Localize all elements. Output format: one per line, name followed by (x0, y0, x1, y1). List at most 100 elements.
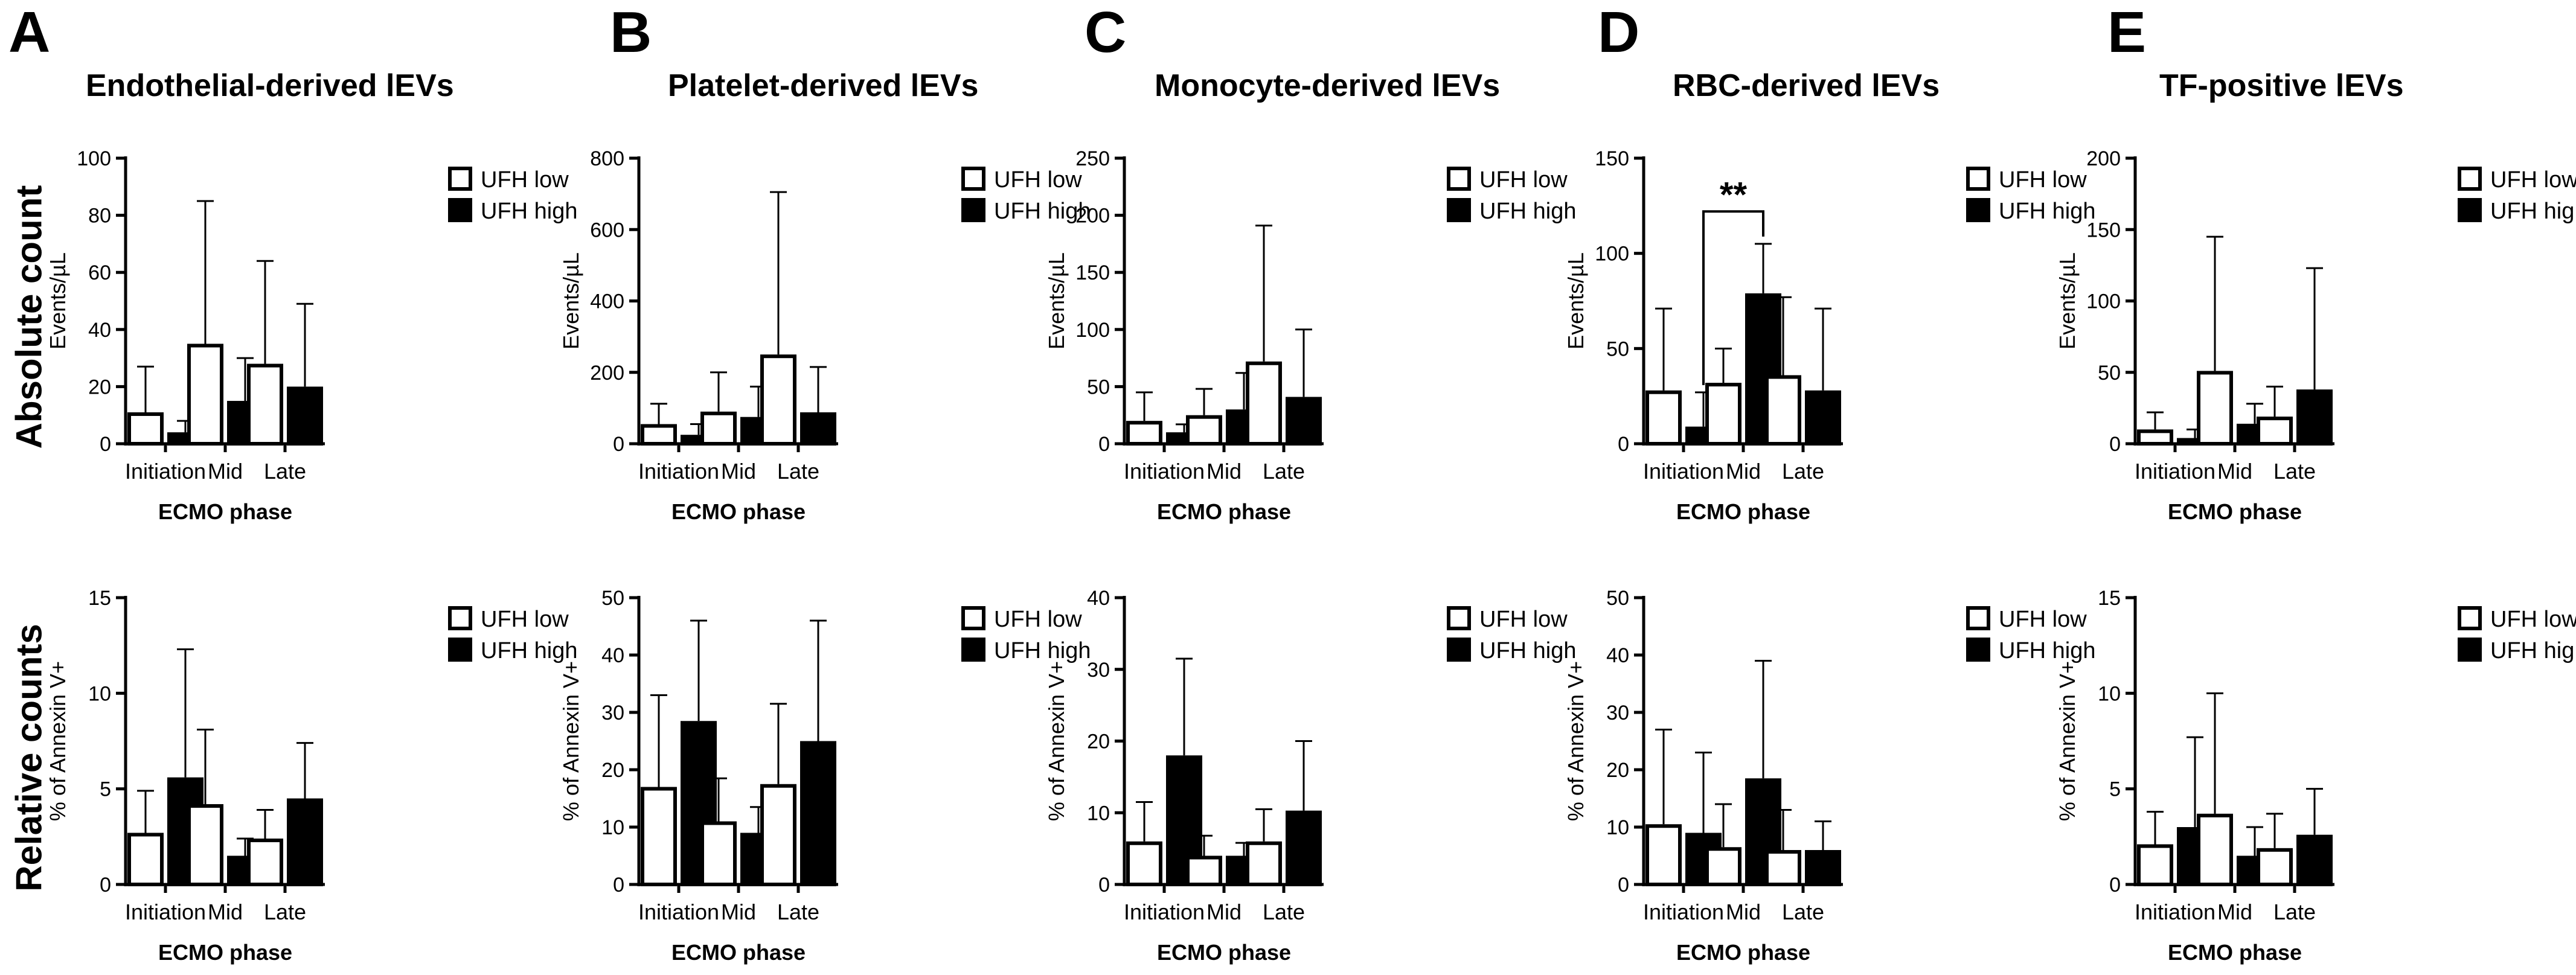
panel-b-absolute-legend-label: UFH high (994, 199, 1091, 224)
panel-a-absolute-legend-label: UFH high (481, 199, 578, 224)
panel-b-absolute-bar-ufh-low-initiation (641, 424, 677, 446)
panel-e-absolute-legend-swatch-ufh-low (2458, 167, 2482, 191)
panel-d-absolute-x-label: ECMO phase (1676, 499, 1810, 524)
panel-d-relative-bar-ufh-low-mid (1705, 847, 1741, 886)
panel-b-absolute-bar-ufh-low-mid (700, 411, 737, 446)
panel-b-relative-x-tick-label: Late (777, 900, 819, 924)
panel-e-absolute-x-label: ECMO phase (2168, 499, 2302, 524)
panel-d-relative-x-tick-label: Late (1782, 900, 1824, 924)
panel-c-absolute-y-tick-label: 150 (1075, 261, 1110, 284)
panel-c-relative-y-tick-label: 20 (1087, 730, 1110, 753)
panel-c-relative-bar-ufh-low-initiation (1126, 841, 1162, 886)
panel-d-relative-y-tick-label: 10 (1606, 816, 1629, 839)
panel-d-relative-y-tick-label: 20 (1606, 759, 1629, 782)
panel-e-relative-legend-swatch-ufh-high (2458, 638, 2482, 662)
panel-a-relative-x-label: ECMO phase (158, 940, 292, 965)
panel-c-absolute-bar-ufh-low-mid (1186, 415, 1222, 446)
panel-b-relative-y-tick-label: 50 (601, 587, 624, 610)
panel-c-absolute-y-tick-label: 100 (1075, 319, 1110, 342)
panel-a-relative-y-tick-label: 15 (88, 587, 111, 610)
panel-d-relative-legend-swatch-ufh-high (1966, 638, 1990, 662)
panel-c-absolute-x-tick-label: Initiation (1124, 459, 1205, 484)
panel-d-relative-legend-label: UFH high (1999, 638, 2096, 663)
panel-c-relative-legend-swatch-ufh-high (1447, 638, 1471, 662)
panel-c-relative-y-label: % of Annexin V+ (1044, 661, 1069, 821)
panel-a-absolute-x-tick-label: Late (264, 459, 306, 484)
panel-a-absolute-bar-ufh-low-initiation (127, 412, 164, 446)
panel-d-relative-y-tick-label: 40 (1606, 644, 1629, 667)
panel-c-absolute-x-tick-label: Mid (1206, 459, 1242, 484)
panel-e-absolute-x-tick-label: Initiation (2135, 459, 2216, 484)
panel-letter-d: D (1598, 0, 1640, 65)
panel-d-relative-x-label: ECMO phase (1676, 940, 1810, 965)
panel-b-relative-bar-ufh-low-late (760, 784, 796, 886)
panel-e-absolute-legend-label: UFH low (2490, 167, 2576, 193)
panel-e-absolute-y-tick-label: 150 (2086, 219, 2121, 241)
panel-d-relative-x-tick-label: Mid (1726, 900, 1761, 924)
panel-e-relative-y-tick-label: 0 (2109, 874, 2121, 897)
panel-d-relative-bar-ufh-low-initiation (1645, 824, 1682, 886)
panel-e-absolute-bar-ufh-low-mid (2197, 371, 2233, 446)
panel-b-absolute-y-label: Events/µL (559, 252, 583, 350)
panel-d-relative-y-tick-label: 0 (1618, 874, 1629, 897)
panel-b-absolute-y-tick-label: 200 (590, 362, 624, 385)
panel-b-relative-bar-ufh-high-late (800, 741, 836, 886)
panel-c-absolute-y-tick-label: 200 (1075, 205, 1110, 228)
panel-b-relative-legend-swatch-ufh-low (961, 606, 985, 630)
panel-b-relative-bar-ufh-low-initiation (641, 787, 677, 886)
panel-a-absolute-x-label: ECMO phase (158, 499, 292, 524)
panel-a-relative-bar-ufh-low-late (247, 839, 283, 886)
panel-d-absolute-y-label: Events/µL (1563, 252, 1588, 350)
panel-c-absolute-bar-ufh-high-late (1286, 397, 1322, 446)
panel-c-absolute-bar-ufh-low-initiation (1126, 421, 1162, 446)
panel-e-relative-x-tick-label: Late (2273, 900, 2316, 924)
panel-e-absolute-bar-ufh-low-initiation (2137, 429, 2173, 446)
panel-b-absolute-x-label: ECMO phase (671, 499, 806, 524)
panel-d-relative-legend-label: UFH low (1999, 607, 2087, 632)
panel-c-absolute-legend-label: UFH low (1479, 167, 1568, 193)
panel-letter-c: C (1085, 0, 1127, 65)
panel-title-d: RBC-derived lEVs (1673, 68, 1940, 103)
panel-a-relative-x-tick-label: Initiation (125, 900, 206, 924)
panel-letter-e: E (2107, 0, 2147, 65)
panel-d-absolute-bar-ufh-low-late (1765, 375, 1801, 446)
panel-b-absolute-legend-swatch-ufh-low (961, 167, 985, 191)
panel-c-absolute-legend-swatch-ufh-low (1447, 167, 1471, 191)
panel-d-absolute-x-tick-label: Mid (1726, 459, 1761, 484)
panel-e-absolute-bar-ufh-low-late (2257, 417, 2293, 446)
panel-a-absolute-y-tick-label: 100 (77, 147, 111, 170)
panel-a-absolute-legend-swatch-ufh-low (448, 167, 472, 191)
panel-e-relative-legend-label: UFH low (2490, 607, 2576, 632)
panel-d-absolute-chart: 0 50 100 150 Events/µL Initiation Mid Late ECMO … (1563, 147, 2096, 524)
panel-c-relative-x-tick-label: Late (1263, 900, 1305, 924)
panel-e-absolute-bar-ufh-high-late (2296, 389, 2333, 446)
panel-c-relative-y-tick-label: 40 (1087, 587, 1110, 610)
panel-e-relative-x-tick-label: Initiation (2135, 900, 2216, 924)
panel-b-absolute-y-tick-label: 600 (590, 219, 624, 241)
panel-c-absolute-y-tick-label: 50 (1087, 376, 1110, 398)
panel-b-relative-y-tick-label: 10 (601, 816, 624, 839)
panel-a-relative-y-tick-label: 10 (88, 682, 111, 705)
panel-b-relative-bar-ufh-low-mid (700, 821, 737, 886)
panel-e-relative-x-label: ECMO phase (2168, 940, 2302, 965)
panel-b-relative-legend-swatch-ufh-high (961, 638, 985, 662)
panel-d-absolute-bar-ufh-low-initiation (1645, 390, 1682, 446)
panel-e-relative-bar-ufh-high-late (2296, 834, 2333, 886)
panel-b-absolute-bar-ufh-high-late (800, 412, 836, 446)
panel-a-relative-bar-ufh-high-late (287, 798, 323, 886)
panel-e-relative-legend-swatch-ufh-low (2458, 606, 2482, 630)
panel-a-relative-bar-ufh-low-initiation (127, 833, 164, 886)
panel-e-relative-y-label: % of Annexin V+ (2055, 661, 2080, 821)
panel-b-relative-y-tick-label: 0 (613, 874, 624, 897)
panel-b-absolute-legend-swatch-ufh-high (961, 198, 985, 222)
panel-d-relative-x-tick-label: Initiation (1643, 900, 1724, 924)
panel-d-absolute-legend-swatch-ufh-low (1966, 167, 1990, 191)
panel-a-absolute-y-tick-label: 0 (100, 433, 111, 456)
panel-e-absolute-legend-swatch-ufh-high (2458, 198, 2482, 222)
panel-e-absolute-chart: 0 50 100 150 200 Events/µL Initiation Mid Late EC… (2055, 147, 2576, 524)
panel-e-relative-bar-ufh-low-late (2257, 848, 2293, 887)
panel-c-absolute-legend-swatch-ufh-high (1447, 198, 1471, 222)
panel-d-absolute-y-tick-label: 100 (1595, 243, 1629, 266)
panel-e-absolute-y-tick-label: 0 (2109, 433, 2121, 456)
